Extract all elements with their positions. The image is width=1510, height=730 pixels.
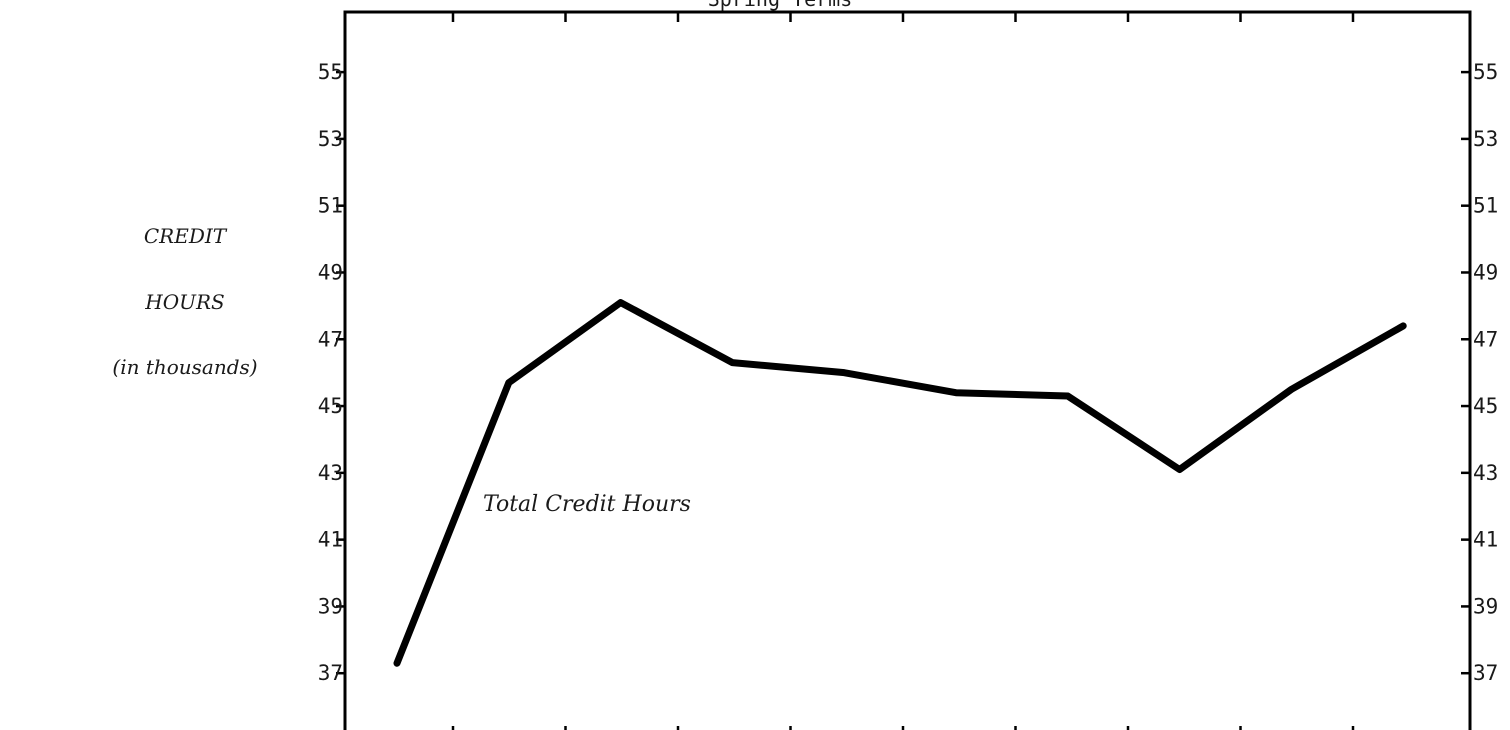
left-tick-label: 47 bbox=[318, 327, 343, 351]
left-tick-label: 51 bbox=[318, 194, 343, 218]
left-tick-label: 43 bbox=[318, 461, 343, 485]
annotation-total-credit-hours: Total Credit Hours bbox=[483, 492, 691, 517]
data-point bbox=[1064, 392, 1072, 400]
data-point bbox=[952, 389, 960, 396]
chart-title: Spring Terms bbox=[708, 0, 853, 11]
right-tick-label: 55 bbox=[1473, 60, 1498, 84]
right-tick-label: 53 bbox=[1473, 127, 1498, 151]
right-tick-label: 49 bbox=[1473, 260, 1498, 284]
y-axis-label-line-2: HOURS bbox=[144, 290, 224, 314]
left-tick-label: 53 bbox=[318, 127, 343, 151]
left-tick-label: 45 bbox=[318, 394, 343, 418]
right-axis-ticks: 37 39 41 43 45 47 49 51 53 55 bbox=[1461, 60, 1498, 685]
data-point bbox=[841, 369, 848, 376]
left-tick-label: 49 bbox=[318, 260, 343, 284]
right-tick-label: 45 bbox=[1473, 394, 1498, 418]
data-point bbox=[1288, 386, 1295, 393]
series-line-total-credit-hours bbox=[393, 299, 1407, 667]
data-point bbox=[617, 299, 624, 306]
data-point bbox=[505, 379, 512, 386]
plot-frame bbox=[343, 10, 1472, 730]
x-axis-ticks bbox=[451, 12, 1355, 730]
y-axis-label-line-3: (in thousands) bbox=[112, 355, 257, 379]
data-point bbox=[1176, 466, 1183, 473]
data-point bbox=[729, 359, 736, 366]
left-tick-label: 39 bbox=[318, 594, 343, 618]
left-tick-label: 41 bbox=[318, 528, 343, 552]
right-tick-label: 47 bbox=[1473, 327, 1498, 351]
right-tick-label: 51 bbox=[1473, 194, 1498, 218]
right-tick-label: 39 bbox=[1473, 594, 1498, 618]
left-axis-ticks: 37 39 41 43 45 47 49 51 53 55 bbox=[318, 60, 345, 685]
right-tick-label: 41 bbox=[1473, 528, 1498, 552]
data-points bbox=[393, 299, 1407, 667]
y-axis-label-line-1: CREDIT bbox=[144, 224, 228, 248]
data-point bbox=[393, 659, 401, 667]
left-tick-label: 37 bbox=[318, 661, 343, 685]
right-tick-label: 37 bbox=[1473, 661, 1498, 685]
left-tick-label: 55 bbox=[318, 60, 343, 84]
data-point bbox=[1400, 322, 1407, 330]
right-tick-label: 43 bbox=[1473, 461, 1498, 485]
y-axis-label: CREDIT HOURS (in thousands) bbox=[112, 224, 257, 379]
